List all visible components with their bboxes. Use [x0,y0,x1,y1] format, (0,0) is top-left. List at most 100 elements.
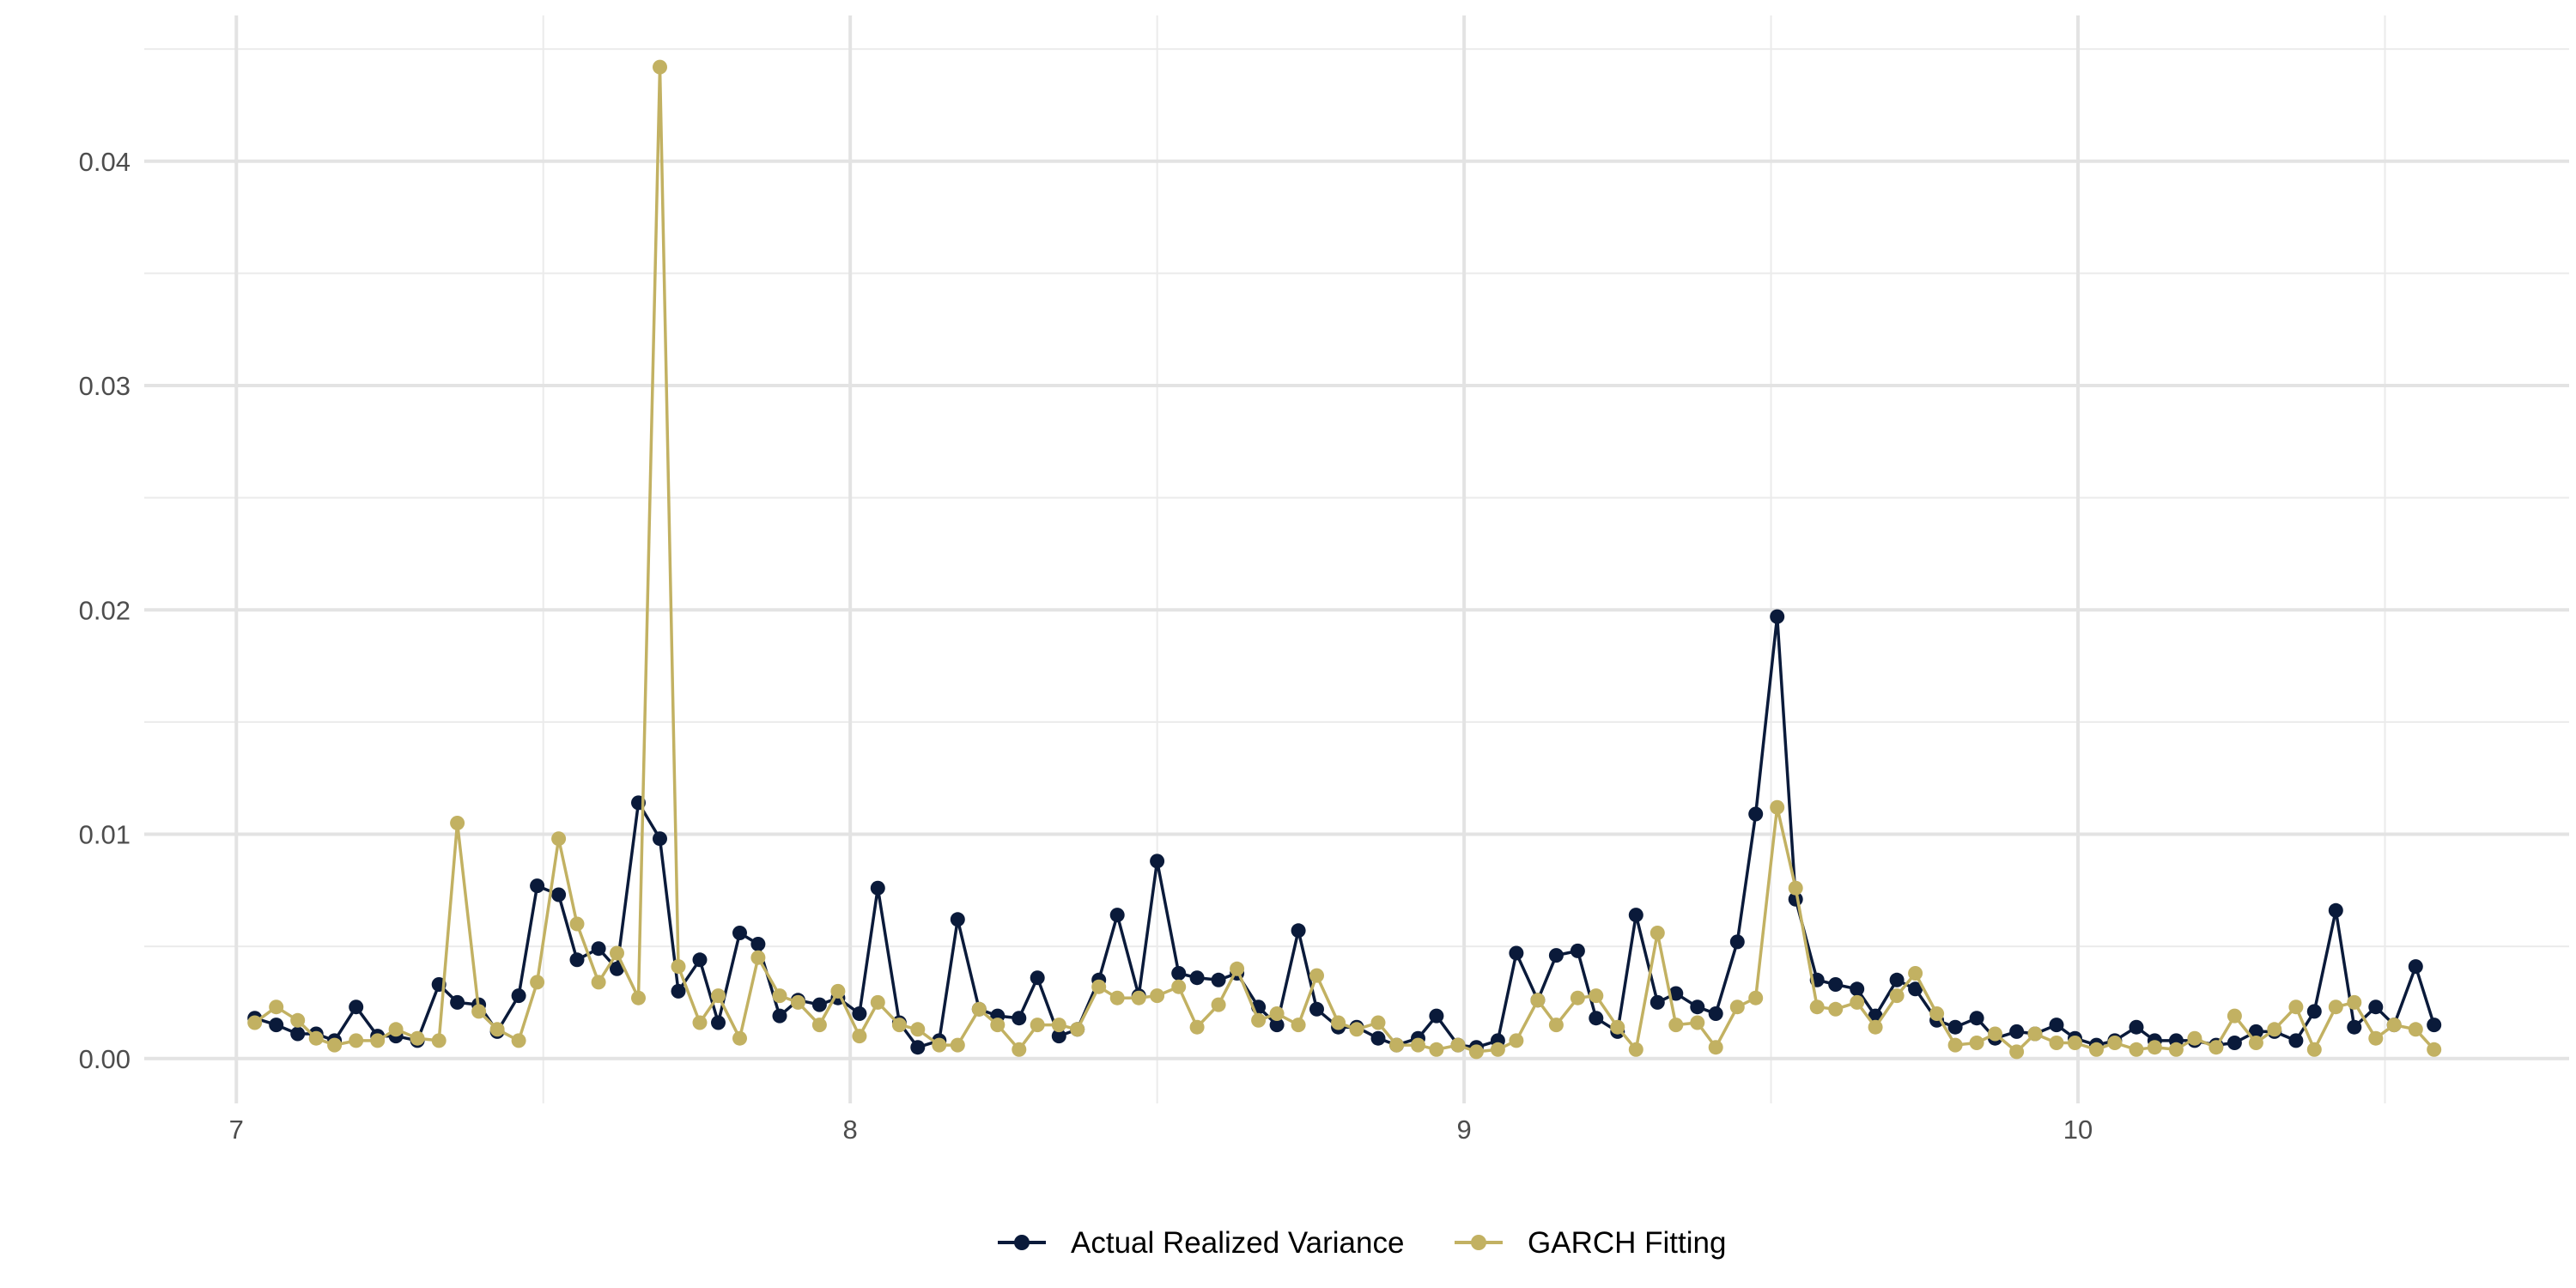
data-point-actual [1291,923,1306,939]
data-point-garch [489,1022,505,1037]
data-point-garch [610,945,624,961]
data-point-garch [471,1004,487,1019]
data-point-actual [1370,1030,1386,1046]
data-point-garch [750,950,766,965]
y-tick-label: 0.00 [79,1044,131,1074]
data-point-actual [2049,1018,2064,1033]
data-point-garch [2368,1030,2384,1046]
data-point-actual [732,926,747,940]
data-point-garch [1109,990,1125,1005]
data-point-actual [653,831,667,847]
data-point-actual [1668,986,1684,1001]
data-point-garch [2208,1040,2224,1055]
data-point-garch [2248,1036,2263,1050]
data-point-garch [1012,1042,1027,1057]
x-tick-label: 7 [229,1115,244,1145]
data-point-actual [1211,972,1226,987]
data-point-actual [2408,959,2423,975]
data-point-garch [1628,1042,1643,1057]
data-point-garch [891,1018,907,1033]
data-point-actual [2009,1024,2025,1039]
data-point-actual [269,1018,284,1033]
data-point-garch [2107,1036,2123,1050]
x-tick-label: 9 [1456,1115,1471,1145]
data-point-garch [1649,926,1665,940]
data-point-garch [732,1030,747,1046]
data-point-garch [1349,1022,1364,1037]
data-point-actual [2248,1024,2263,1039]
data-point-actual [2227,1036,2242,1050]
data-point-actual [2129,1019,2144,1035]
data-point-actual [2288,1033,2304,1048]
data-point-actual [671,983,686,999]
data-point-garch [1171,979,1187,994]
y-tick-label: 0.03 [79,371,131,401]
data-point-garch [2129,1042,2144,1057]
data-point-garch [1051,1018,1066,1033]
data-point-actual [1509,945,1524,961]
data-point-garch [2227,1008,2242,1024]
data-point-garch [1929,1006,1945,1021]
data-point-garch [772,988,787,1004]
data-point-garch [591,975,606,990]
data-point-actual [1770,609,1785,624]
series-line-garch [253,65,2435,1054]
data-point-garch [1850,994,1865,1010]
data-point-garch [2267,1022,2282,1037]
data-point-actual [511,988,526,1004]
data-point-garch [1251,1012,1267,1028]
grid-minor [144,15,2569,1103]
data-point-garch [1708,1040,1723,1055]
data-point-garch [1411,1037,1425,1053]
y-axis-tick-labels: 0.00 0.01 0.02 0.03 0.04 [79,147,131,1074]
y-tick-label: 0.01 [79,820,131,850]
data-point-actual [569,952,585,968]
data-point-garch [950,1037,965,1053]
data-point-garch [1230,961,1245,976]
data-point-garch [2408,1022,2423,1037]
data-point-garch [830,983,846,999]
data-point-garch [308,1030,324,1046]
data-point-garch [1690,1015,1705,1030]
legend-item-actual: Actual Realized Variance [998,1226,1404,1260]
data-point-actual [610,961,624,976]
data-point-actual [1051,1029,1066,1044]
data-point-actual [1189,970,1205,986]
data-point-actual [290,1026,306,1042]
data-point-garch [790,994,805,1010]
data-point-garch [1370,1015,1386,1030]
data-point-garch [1389,1037,1404,1053]
legend-label-garch: GARCH Fitting [1528,1226,1726,1260]
data-point-actual [2306,1004,2322,1019]
data-point-actual [530,878,545,894]
data-point-garch [2068,1036,2082,1050]
data-point-actual [591,941,606,957]
data-point-garch [2386,1018,2402,1033]
data-point-garch [349,1033,364,1048]
data-point-garch [551,831,567,847]
data-point-garch [1530,993,1546,1008]
data-point-garch [852,1029,867,1044]
data-point-garch [1788,880,1803,896]
data-point-actual [1171,966,1187,981]
data-point-garch [1589,988,1604,1004]
data-point-garch [1091,979,1107,994]
series-actual [247,609,2442,1055]
data-point-actual [870,880,885,896]
data-point-garch [530,975,545,990]
data-point-garch [2306,1042,2322,1057]
data-point-garch [1548,1018,1564,1033]
data-point-garch [1988,1026,2002,1042]
data-point-garch [1490,1042,1505,1057]
data-point-actual [1150,854,1165,869]
data-point-garch [1070,1022,1085,1037]
data-point-garch [1150,988,1165,1004]
data-point-actual [811,997,827,1012]
data-point-garch [1729,999,1745,1015]
y-tick-label: 0.02 [79,595,131,625]
data-point-actual [2328,902,2343,918]
data-point-garch [653,59,667,75]
data-point-garch [1331,1015,1346,1030]
data-point-garch [450,816,465,830]
data-point-garch [1889,988,1905,1004]
